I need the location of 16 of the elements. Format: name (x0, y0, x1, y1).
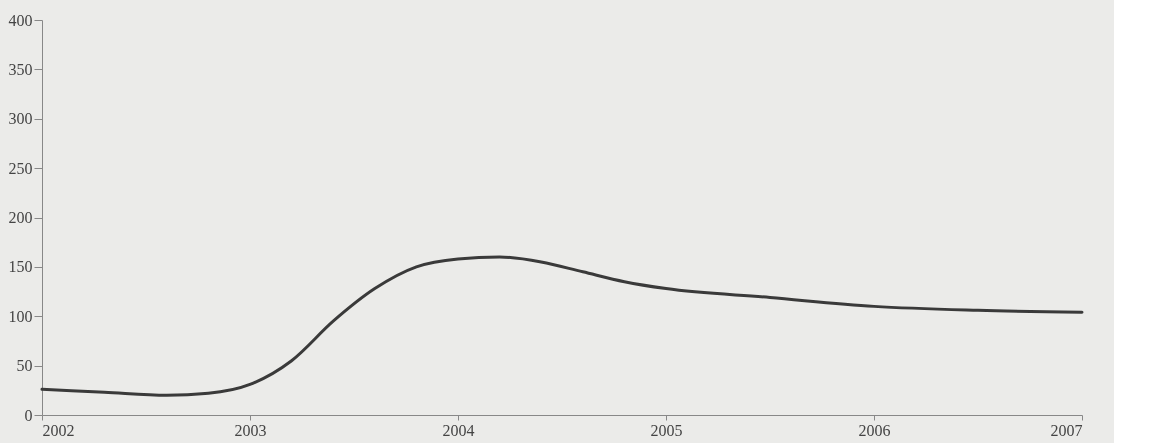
x-tick-label: 2002 (42, 421, 75, 439)
x-tick-label: 2005 (650, 421, 683, 439)
y-tick-label: 250 (8, 159, 33, 177)
line-series (40, 255, 1084, 397)
y-tick-label: 100 (8, 307, 33, 325)
x-tick-label: 2003 (234, 421, 267, 439)
y-tick-label: 150 (8, 258, 33, 276)
y-tick-label: 50 (16, 357, 33, 375)
y-tick-label: 0 (24, 406, 33, 424)
x-tick-label: 2007 (1050, 421, 1083, 439)
y-tick-label: 400 (8, 11, 33, 29)
y-tick-label: 350 (8, 60, 33, 78)
y-tick-label: 200 (8, 209, 33, 226)
y-tick-label: 300 (8, 110, 33, 128)
x-tick-label: 2006 (858, 421, 891, 439)
x-tick-label: 2004 (442, 421, 475, 439)
